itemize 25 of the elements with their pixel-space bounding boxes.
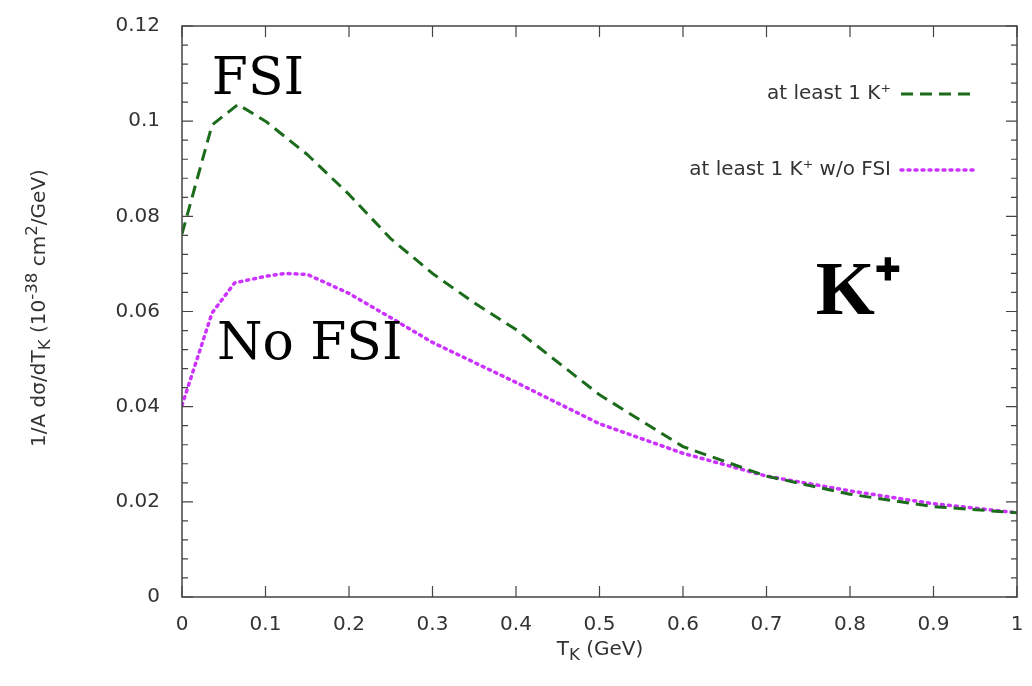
x-tick-label: 0.8	[834, 611, 866, 636]
y-tick-label: 0.08	[115, 202, 160, 227]
x-tick-label: 0.4	[500, 611, 532, 636]
x-axis-title: T$_{K}$ (GeV)	[556, 636, 644, 664]
legend-label: at least 1 K⁺ w/o FSI	[689, 156, 891, 181]
x-tick-label: 0.3	[416, 611, 449, 636]
y-tick-label: 0.02	[115, 488, 160, 513]
y-tick-label: 0.1	[128, 107, 160, 132]
x-tick-label: 0.6	[667, 611, 699, 636]
legend-label: at least 1 K⁺	[767, 80, 891, 105]
x-tick-label: 0	[175, 611, 189, 636]
annotation: FSI	[211, 45, 305, 106]
x-tick-label: 1	[1010, 611, 1024, 636]
x-tick-label: 0.9	[917, 611, 950, 636]
x-tick-label: 0.7	[750, 611, 783, 636]
annotation: K⁺	[815, 246, 901, 331]
y-tick-label: 0.12	[115, 12, 160, 37]
y-tick-label: 0.06	[115, 297, 160, 322]
x-tick-label: 0.1	[249, 611, 282, 636]
annotation: No FSI	[216, 311, 403, 372]
y-tick-label: 0	[147, 583, 160, 608]
x-tick-label: 0.2	[333, 611, 365, 636]
y-tick-label: 0.04	[115, 392, 160, 417]
line-series	[182, 103, 1017, 515]
x-tick-label: 0.5	[583, 611, 616, 636]
